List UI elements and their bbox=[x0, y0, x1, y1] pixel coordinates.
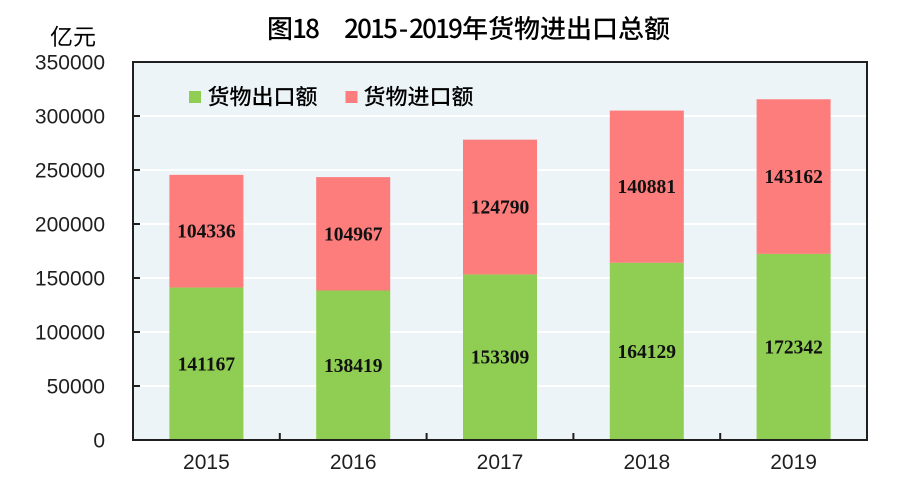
svg-text:124790: 124790 bbox=[471, 198, 530, 219]
svg-text:300000: 300000 bbox=[35, 106, 105, 129]
svg-text:2017: 2017 bbox=[477, 451, 524, 474]
svg-text:200000: 200000 bbox=[35, 214, 105, 237]
svg-text:104336: 104336 bbox=[177, 222, 236, 243]
svg-text:250000: 250000 bbox=[35, 160, 105, 183]
svg-text:50000: 50000 bbox=[47, 376, 105, 399]
svg-text:143162: 143162 bbox=[764, 167, 823, 188]
svg-text:100000: 100000 bbox=[35, 322, 105, 345]
svg-text:141167: 141167 bbox=[178, 354, 236, 375]
svg-text:153309: 153309 bbox=[471, 348, 530, 369]
svg-text:164129: 164129 bbox=[618, 342, 677, 363]
svg-text:2019: 2019 bbox=[770, 451, 817, 474]
svg-text:2018: 2018 bbox=[623, 451, 670, 474]
svg-text:350000: 350000 bbox=[35, 52, 105, 75]
svg-text:2015: 2015 bbox=[183, 451, 230, 474]
svg-text:2016: 2016 bbox=[330, 451, 377, 474]
svg-text:104967: 104967 bbox=[324, 224, 383, 245]
svg-text:138419: 138419 bbox=[324, 356, 383, 377]
svg-text:150000: 150000 bbox=[35, 268, 105, 291]
svg-text:172342: 172342 bbox=[764, 337, 823, 358]
svg-text:140881: 140881 bbox=[618, 177, 677, 198]
svg-text:0: 0 bbox=[93, 430, 105, 453]
